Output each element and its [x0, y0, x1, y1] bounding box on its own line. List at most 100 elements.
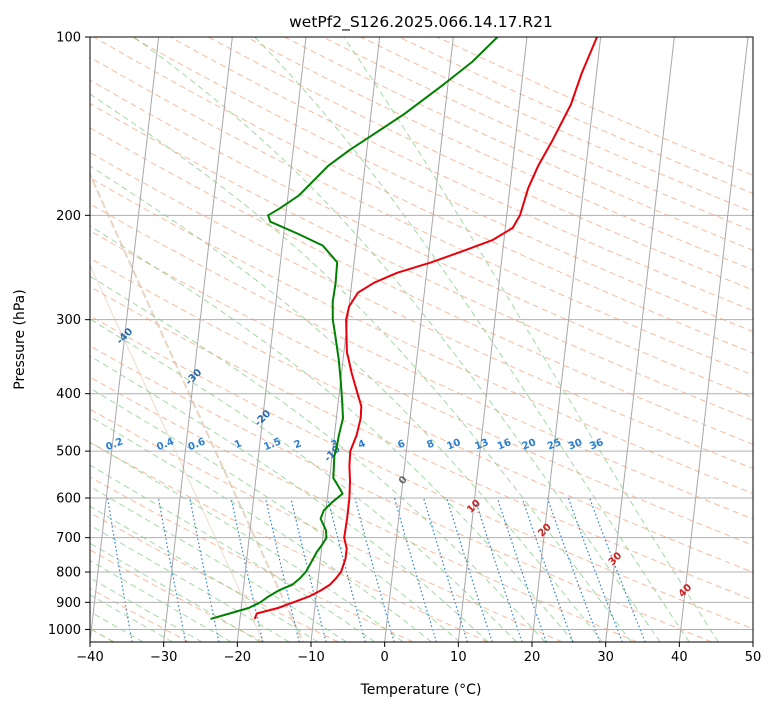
- mixing-ratio-label: 6: [396, 438, 407, 451]
- isotherm-line: [752, 637, 753, 642]
- dry-adiabat: [90, 230, 753, 546]
- profile-series: [210, 37, 598, 620]
- mixing-ratio-line: [496, 497, 547, 642]
- isotherm-label: -40: [115, 326, 136, 347]
- moist-adiabat: [90, 560, 232, 642]
- dewpoint-profile-line: [210, 37, 499, 620]
- mixing-ratio-label: 20: [521, 437, 538, 452]
- moist-adiabat: [90, 416, 432, 642]
- moist-adiabat: [90, 165, 603, 642]
- mixing-ratio-label: 4: [357, 438, 368, 451]
- dry-adiabat: [90, 512, 339, 642]
- moist-adiabat: [90, 542, 261, 642]
- moist-adiabat: [90, 441, 404, 642]
- moist-adiabat: [90, 93, 632, 642]
- moist-adiabat: [90, 387, 461, 642]
- mixing-ratio-label: 8: [425, 438, 436, 451]
- y-tick-label: 600: [56, 492, 81, 507]
- x-tick-label: 50: [745, 650, 762, 665]
- mixing-ratio-label: 2: [293, 438, 304, 451]
- dry-adiabat: [93, 37, 753, 354]
- axis-ticks: −40 −30 −20 −10 0 10 20 30 40 5010020030040050060…: [48, 31, 761, 666]
- dry-adiabat: [90, 476, 414, 642]
- moist-adiabat: [90, 355, 489, 642]
- y-tick-label: 1000: [48, 623, 81, 638]
- mixing-ratio-line: [521, 497, 574, 642]
- isotherm-label: 10: [465, 498, 483, 516]
- dry-adiabat: [90, 345, 712, 642]
- moist-adiabat: [90, 577, 203, 642]
- y-tick-label: 700: [56, 531, 81, 546]
- grid-lines: [90, 37, 753, 642]
- mixing-ratio-line: [589, 497, 646, 642]
- plot-frame: [89, 36, 754, 643]
- curved-guide-line: [90, 172, 305, 642]
- mixing-ratio-line: [189, 497, 220, 642]
- y-tick-label: 300: [56, 313, 81, 328]
- x-tick-label: 20: [524, 650, 541, 665]
- mixing-ratio-line: [474, 497, 523, 642]
- dry-adiabat: [90, 177, 753, 494]
- dry-adiabat: [90, 315, 753, 630]
- isotherm-label: 0: [397, 474, 410, 487]
- dry-adiabat: [246, 37, 753, 271]
- mixing-ratio-label: 10: [445, 437, 462, 452]
- y-tick-label: 500: [56, 445, 81, 460]
- mixing-ratio-label: 1: [233, 438, 244, 451]
- mixing-ratio-label: 16: [496, 437, 513, 452]
- moist-adiabat: [90, 594, 173, 642]
- dry-adiabat: [90, 587, 190, 642]
- isotherm-line: [457, 37, 528, 642]
- mixing-ratio-line: [393, 497, 437, 642]
- dry-adiabat: [90, 257, 753, 573]
- y-tick-label: 900: [56, 596, 81, 611]
- x-tick-label: 30: [597, 650, 614, 665]
- dry-adiabat: [90, 151, 753, 470]
- dry-adiabat: [90, 408, 563, 642]
- mixing-ratio-line: [354, 497, 395, 642]
- isotherm-label: -50: [46, 283, 67, 304]
- dry-adiabat: [90, 441, 488, 642]
- x-tick-label: 40: [671, 650, 688, 665]
- background-lines: [90, 37, 753, 642]
- mixing-ratio-label: 3: [330, 438, 341, 451]
- x-tick-label: −30: [150, 650, 177, 665]
- dry-adiabat: [360, 37, 753, 213]
- mixing-ratio-line: [265, 497, 300, 642]
- y-tick-label: 200: [56, 209, 81, 224]
- moist-adiabat: [90, 524, 290, 642]
- isotherm-line: [531, 37, 602, 642]
- mixing-ratio-line: [327, 497, 366, 642]
- isotherm-label: 20: [536, 522, 554, 540]
- moist-adiabat: [90, 225, 574, 642]
- x-axis-title: Temperature (°C): [360, 682, 482, 698]
- dry-adiabat: [437, 37, 753, 176]
- mixing-ratio-label: 25: [546, 437, 563, 452]
- dry-adiabat: [398, 37, 753, 195]
- isotherm-label: 40: [677, 582, 695, 600]
- isotherm-line: [90, 37, 160, 642]
- moist-adiabat: [90, 505, 319, 642]
- temperature-profile-line: [253, 37, 598, 620]
- moist-adiabat: [90, 464, 376, 642]
- mixing-ratio-label: 36: [588, 437, 605, 452]
- y-tick-label: 100: [56, 31, 81, 46]
- mixing-ratio-line: [107, 497, 133, 642]
- dry-adiabat: [322, 37, 753, 232]
- dry-adiabat: [90, 286, 753, 601]
- isotherm-line: [678, 37, 749, 642]
- chart-title: wetPf2_S126.2025.066.14.17.R21: [289, 13, 553, 32]
- dry-adiabat: [90, 203, 753, 520]
- isotherm-label: 30: [607, 550, 625, 568]
- isotherm-line: [163, 37, 233, 642]
- x-tick-label: −10: [297, 650, 324, 665]
- isotherm-label: -30: [184, 367, 205, 388]
- mixing-ratio-label: 30: [567, 437, 584, 452]
- isotherm-line: [236, 37, 307, 642]
- moist-adiabat: [343, 37, 719, 642]
- moist-adiabat: [254, 37, 690, 642]
- isotherm-line: [384, 37, 454, 642]
- mixing-ratio-line: [546, 497, 601, 642]
- dry-adiabat: [90, 79, 753, 399]
- dry-adiabat: [90, 376, 638, 642]
